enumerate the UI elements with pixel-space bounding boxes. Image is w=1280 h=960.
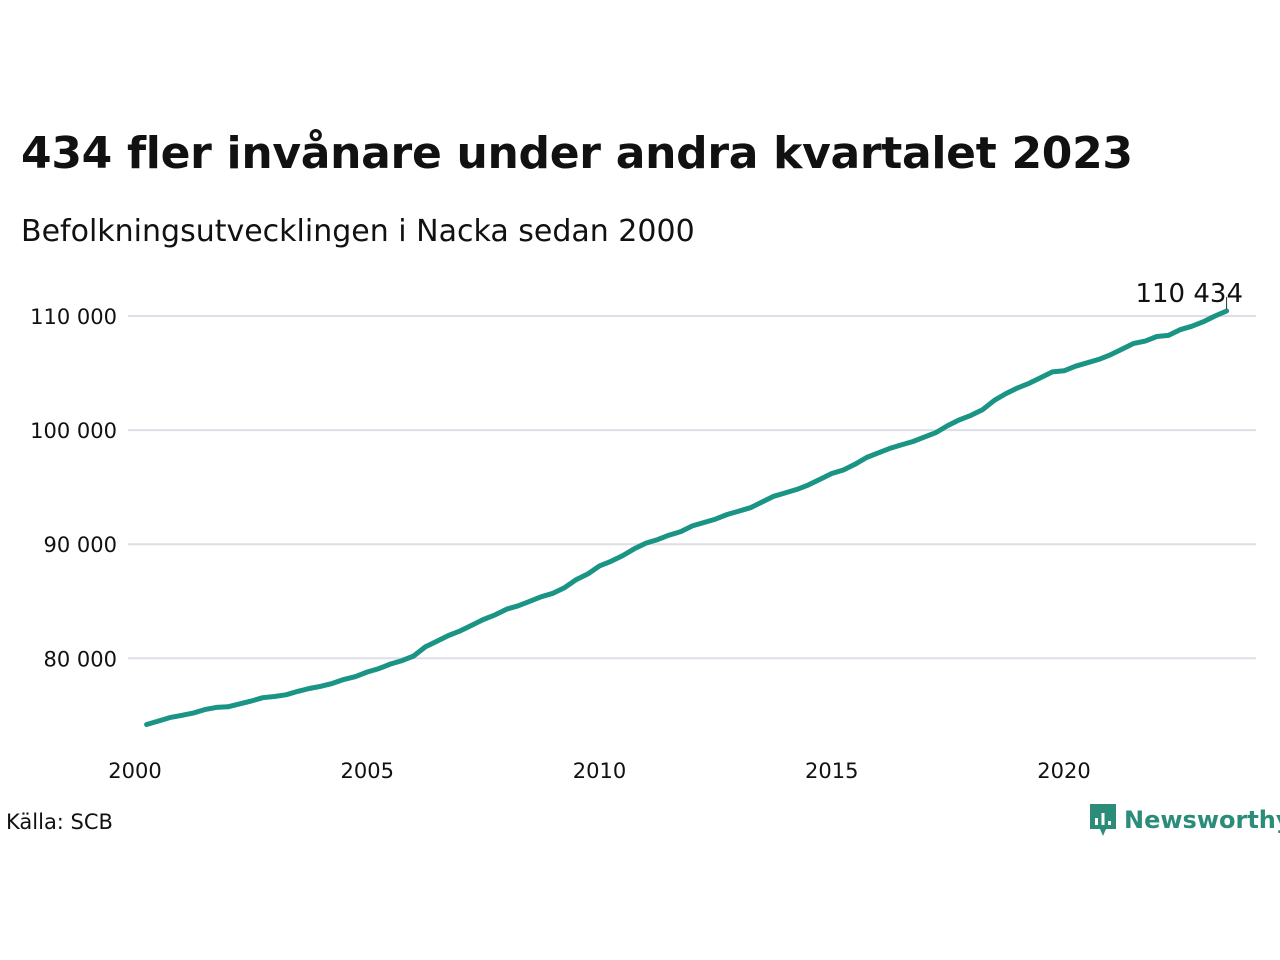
x-tick-label: 2010	[573, 759, 626, 783]
y-tick-label: 80 000	[44, 647, 117, 671]
brand-name: Newsworthy	[1124, 806, 1280, 834]
series-line	[144, 308, 1230, 727]
x-tick-label: 2000	[108, 759, 161, 783]
y-tick-label: 110 000	[30, 305, 117, 329]
newsworthy-logo-icon	[1090, 804, 1116, 836]
x-tick-label: 2015	[805, 759, 858, 783]
brand-logo: Newsworthy	[1088, 802, 1280, 838]
chart-title: 434 fler invånare under andra kvartalet …	[21, 128, 1133, 179]
y-axis-tick-labels: 80 000 90 000 100 000 110 000	[30, 305, 117, 671]
y-tick-label: 100 000	[30, 419, 117, 443]
x-axis-tick-labels: 2000 2005 2010 2015 2020	[108, 759, 1090, 783]
annotation-layer: 110 434	[1135, 279, 1243, 310]
source-label: Källa: SCB	[6, 810, 113, 834]
x-tick-label: 2005	[341, 759, 394, 783]
y-tick-label: 90 000	[44, 533, 117, 557]
end-value-label: 110 434	[1135, 279, 1243, 309]
gridlines	[128, 315, 1256, 660]
x-tick-label: 2020	[1037, 759, 1090, 783]
series-layer	[144, 308, 1230, 727]
chart-subtitle: Befolkningsutvecklingen i Nacka sedan 20…	[21, 214, 695, 249]
